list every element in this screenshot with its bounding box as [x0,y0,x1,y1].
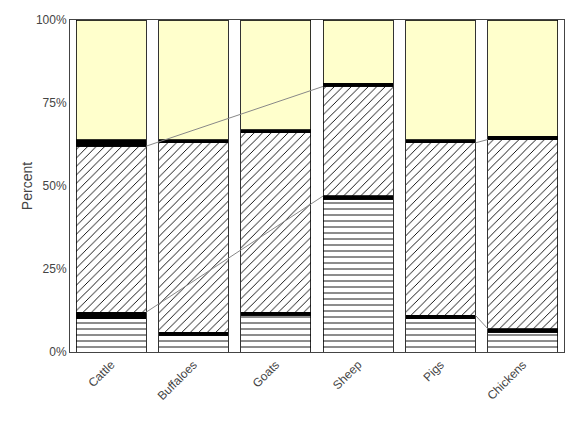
svg-text:75%: 75% [43,96,67,110]
svg-text:Chickens: Chickens [484,358,529,403]
svg-text:Pigs: Pigs [420,358,446,384]
svg-text:50%: 50% [43,179,67,193]
svg-text:Percent: Percent [19,162,35,210]
svg-text:Goats: Goats [250,358,283,391]
svg-text:0%: 0% [49,345,67,359]
svg-text:Sheep: Sheep [330,358,365,393]
svg-text:Cattle: Cattle [85,358,117,390]
svg-text:25%: 25% [43,262,67,276]
svg-text:Buffaloes: Buffaloes [155,358,200,403]
svg-text:100%: 100% [36,13,67,27]
